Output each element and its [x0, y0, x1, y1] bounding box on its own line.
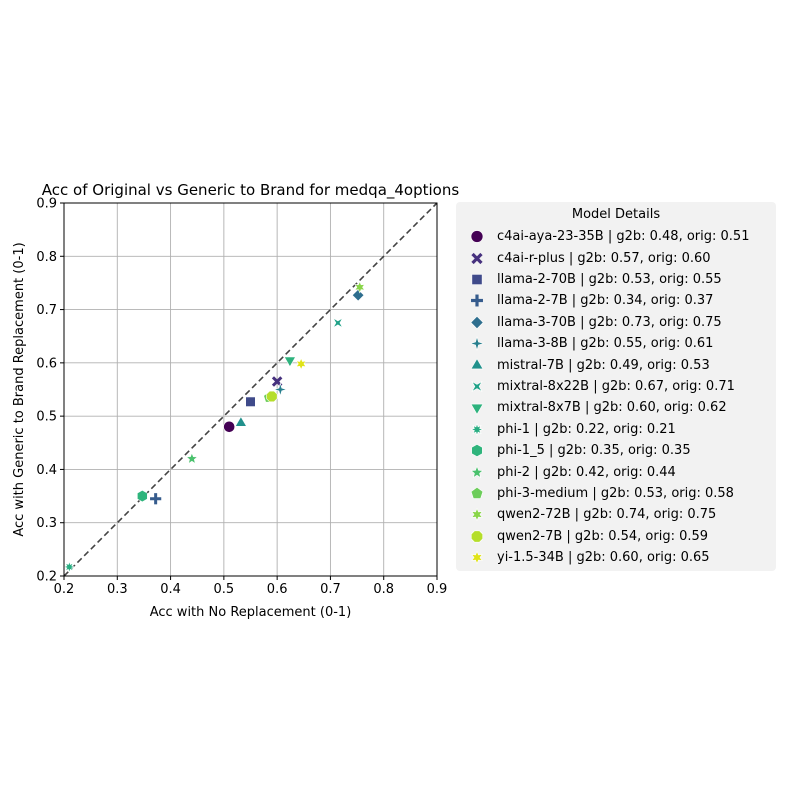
- x-tick-label: 0.3: [107, 582, 128, 597]
- x-tick-label: 0.5: [214, 582, 235, 597]
- legend-marker: [471, 380, 483, 393]
- legend-marker: [471, 252, 483, 264]
- legend-entry: phi-1 | g2b: 0.22, orig: 0.21: [456, 419, 676, 440]
- y-tick-label: 0.6: [36, 356, 57, 371]
- data-point: [273, 382, 288, 397]
- y-tick-label: 0.2: [36, 570, 57, 585]
- data-point: [295, 357, 307, 371]
- data-point: [283, 356, 296, 368]
- legend-label: yi-1.5-34B | g2b: 0.60, orig: 0.65: [497, 550, 710, 566]
- data-point: [354, 280, 366, 294]
- legend-marker: [470, 422, 484, 436]
- legend-label: phi-1_5 | g2b: 0.35, orig: 0.35: [497, 443, 691, 459]
- legend-marker: [470, 465, 484, 478]
- y-tick-label: 0.4: [36, 463, 57, 478]
- x-tick-label: 0.7: [320, 582, 341, 597]
- legend-marker: [471, 274, 483, 285]
- legend-entry: mixtral-8x7B | g2b: 0.60, orig: 0.62: [456, 397, 727, 418]
- data-point: [234, 416, 247, 427]
- legend-marker: [471, 550, 483, 565]
- legend-entry: llama-3-70B | g2b: 0.73, orig: 0.75: [456, 312, 722, 333]
- x-tick-label: 0.6: [267, 582, 288, 597]
- y-tick-label: 0.8: [36, 250, 57, 265]
- chart-title: Acc of Original vs Generic to Brand for …: [42, 181, 460, 200]
- legend-marker: [470, 404, 484, 416]
- x-tick-label: 0.4: [160, 582, 181, 597]
- legend-entry: phi-3-medium | g2b: 0.53, orig: 0.58: [456, 483, 734, 504]
- x-tick-label: 0.9: [427, 582, 448, 597]
- legend-label: phi-2 | g2b: 0.42, orig: 0.44: [497, 464, 676, 480]
- x-axis-label: Acc with No Replacement (0-1): [150, 605, 352, 620]
- reference-line: [63, 202, 438, 577]
- x-axis-ticks: 0.2 0.3 0.4 0.5 0.6 0.7 0.8 0.9: [54, 576, 448, 597]
- legend: Model Details c4ai-aya-23-35B | g2b: 0.4…: [456, 202, 776, 571]
- legend-label: qwen2-7B | g2b: 0.54, orig: 0.59: [497, 528, 709, 544]
- legend-label: llama-3-8B | g2b: 0.55, orig: 0.61: [497, 336, 714, 352]
- data-point: [245, 396, 256, 407]
- legend-marker: [471, 508, 483, 522]
- y-tick-label: 0.7: [36, 303, 57, 318]
- legend-entry: qwen2-72B | g2b: 0.74, orig: 0.75: [456, 504, 716, 525]
- legend-label: phi-1 | g2b: 0.22, orig: 0.21: [497, 421, 676, 437]
- data-points: [62, 280, 366, 574]
- legend-entry: mistral-7B | g2b: 0.49, orig: 0.53: [456, 354, 710, 375]
- data-point: [137, 489, 148, 503]
- legend-label: mixtral-8x22B | g2b: 0.67, orig: 0.71: [497, 378, 735, 394]
- data-point: [332, 317, 344, 329]
- legend-label: mixtral-8x7B | g2b: 0.60, orig: 0.62: [497, 400, 727, 416]
- legend-marker: [471, 444, 483, 458]
- legend-label: phi-3-medium | g2b: 0.53, orig: 0.58: [497, 485, 734, 501]
- legend-entry: llama-2-7B | g2b: 0.34, orig: 0.37: [456, 290, 713, 311]
- data-point: [223, 420, 236, 433]
- y-tick-label: 0.3: [36, 516, 57, 531]
- data-point: [351, 288, 365, 302]
- x-tick-label: 0.8: [373, 582, 394, 597]
- legend-label: llama-2-7B | g2b: 0.34, orig: 0.37: [497, 293, 714, 309]
- legend-entry: c4ai-aya-23-35B | g2b: 0.48, orig: 0.51: [456, 226, 749, 247]
- legend-marker: [470, 315, 484, 329]
- y-axis-ticks: 0.2 0.3 0.4 0.5 0.6 0.7 0.8 0.9: [36, 197, 64, 585]
- y-tick-label: 0.9: [36, 197, 57, 212]
- data-point: [266, 390, 278, 403]
- data-point: [150, 493, 162, 505]
- legend-marker: [470, 230, 484, 243]
- legend-entry: yi-1.5-34B | g2b: 0.60, orig: 0.65: [456, 547, 710, 568]
- legend-entry: qwen2-7B | g2b: 0.54, orig: 0.59: [456, 526, 708, 547]
- legend-entry: mixtral-8x22B | g2b: 0.67, orig: 0.71: [456, 376, 735, 397]
- legend-label: c4ai-aya-23-35B | g2b: 0.48, orig: 0.51: [497, 229, 750, 245]
- legend-label: qwen2-72B | g2b: 0.74, orig: 0.75: [497, 507, 717, 523]
- plot-area-frame: [63, 202, 438, 577]
- legend-entry: phi-2 | g2b: 0.42, orig: 0.44: [456, 461, 676, 482]
- legend-marker: [470, 357, 484, 369]
- legend-label: llama-2-70B | g2b: 0.53, orig: 0.55: [497, 271, 722, 287]
- legend-marker: [470, 530, 484, 543]
- x-tick-label: 0.2: [54, 582, 75, 597]
- legend-label: llama-3-70B | g2b: 0.73, orig: 0.75: [497, 314, 722, 330]
- legend-marker: [471, 294, 483, 307]
- legend-entry: c4ai-r-plus | g2b: 0.57, orig: 0.60: [456, 247, 711, 268]
- legend-title: Model Details: [571, 207, 661, 222]
- data-point: [185, 452, 199, 465]
- legend-label: c4ai-r-plus | g2b: 0.57, orig: 0.60: [497, 250, 711, 266]
- y-tick-label: 0.5: [36, 410, 57, 425]
- legend-entry: llama-2-70B | g2b: 0.53, orig: 0.55: [456, 269, 722, 290]
- legend-entry: phi-1_5 | g2b: 0.35, orig: 0.35: [456, 440, 691, 461]
- legend-label: mistral-7B | g2b: 0.49, orig: 0.53: [497, 357, 710, 373]
- y-axis-label: Acc with Generic to Brand Replacement (0…: [12, 242, 27, 536]
- data-point: [62, 560, 76, 574]
- legend-marker: [470, 486, 484, 499]
- legend-entry: llama-3-8B | g2b: 0.55, orig: 0.61: [456, 333, 713, 354]
- legend-marker: [469, 336, 485, 352]
